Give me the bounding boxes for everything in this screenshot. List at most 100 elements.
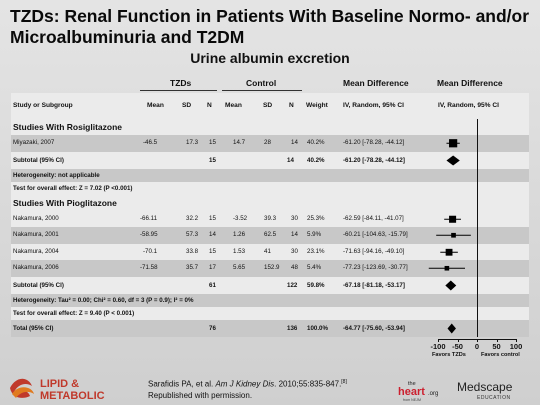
ctrl-sd: 28 [264,139,271,146]
group-header-tzds: TZDs [170,78,192,88]
subtotal-tzd-n: 76 [209,324,216,332]
heterogeneity-row-0: Heterogeneity: not applicable [11,168,529,182]
group-header-mean-diff: Mean Difference [343,78,409,88]
theheart-logo: the heart .org from NEJM [398,381,438,402]
ci-diamond [445,280,457,290]
subtotal-weight: 40.2% [307,156,325,164]
study-name: Miyazaki, 2007 [13,139,55,146]
tzd-n: 15 [209,214,216,222]
subtotal-ctrl-n: 14 [287,156,294,164]
column-header-row: Study or Subgroup Mean SD N Mean SD N Weight IV,… [11,93,529,119]
x-axis-tick [438,338,439,342]
ctrl-mean: -3.52 [233,214,248,222]
section-label: Studies With Rosiglitazone [13,122,123,132]
tzd-mean: -70.1 [143,247,158,255]
group-header-control: Control [246,78,277,88]
column-header-4: Mean [225,102,242,109]
tzd-mean: -58.95 [140,231,158,238]
plot-marks [445,280,457,290]
heterogeneity-row-1: Heterogeneity: Tau² = 0.00; Chi² = 0.60,… [11,293,529,307]
subtotal-ci: -67.18 [-81.18, -53.17] [343,281,405,289]
lipid-metabolic-logo: LIPID & METABOLIC [10,378,105,402]
study-name: Nakamura, 2006 [13,264,59,271]
ci: -71.63 [-94.16, -49.10] [343,247,405,255]
x-axis-tick-label: 0 [474,341,480,351]
column-header-7: Weight [306,102,328,109]
slide-subtitle: Urine albumin excretion [190,50,350,66]
column-header-5: SD [263,102,273,109]
heart-sub-text: from NEJM [403,398,421,402]
plot-marks [446,155,460,165]
slide-title: TZDs: Renal Function in Patients With Ba… [10,6,530,47]
study-name: Nakamura, 2000 [13,214,59,222]
subtotal-ci: -64.77 [-75.60, -53.94] [343,324,405,332]
subtotal-row-1: Subtotal (95% CI) 61 122 59.8% -67.18 [-81.1… [11,276,529,294]
ci-diamond [446,155,460,165]
heart-org-text: .org [428,391,438,397]
weight: 40.2% [307,139,325,146]
citation-permission: Republished with permission. [148,390,253,400]
plot-marks [446,139,460,148]
section-header-0: Studies With Rosiglitazone [11,119,529,135]
logo-lipid-text: LIPID & [40,378,79,390]
column-header-8: IV, Random, 95% CI [343,102,404,109]
subtotal-label: Total (95% CI) [13,324,54,332]
point-estimate-square [445,248,453,256]
study-row: Nakamura, 2004 -70.1 33.8 15 1.53 41 30 23.1% -7… [11,243,529,260]
medscape-sub-text: EDUCATION [477,395,511,401]
x-axis-tick [496,338,498,342]
medscape-logo: Medscape EDUCATION [457,380,513,401]
tzd-mean: -66.11 [140,214,158,222]
point-estimate-square [449,139,458,148]
subtotal-weight: 100.0% [307,324,328,332]
citation-prefix: Sarafidis PA, et al. [148,379,216,389]
ctrl-n: 14 [291,139,298,146]
tzd-sd: 35.7 [186,264,199,271]
citation-ref: [8] [341,379,347,385]
plot-marks [440,248,458,256]
ctrl-n: 14 [291,231,298,238]
null-effect-line [477,119,478,337]
tzd-sd: 57.3 [186,231,199,238]
ctrl-sd: 41 [264,247,271,255]
section-label: Studies With Pioglitazone [13,197,117,208]
ctrl-sd: 152.9 [264,264,280,271]
tzd-sd: 32.2 [186,214,199,222]
forest-table: Study or Subgroup Mean SD N Mean SD N Weight IV,… [11,93,529,360]
favors-control-label: Favors control [481,351,520,358]
column-header-6: N [289,102,294,109]
heart-main-text: heart [398,386,425,398]
plot-marks [444,215,461,223]
ctrl-mean: 1.26 [233,231,246,238]
column-header-9: IV, Random, 95% CI [438,102,499,109]
subtotal-weight: 59.8% [307,281,325,289]
weight: 23.1% [307,247,325,255]
subtotal-ci: -61.20 [-78.28, -44.12] [343,156,405,164]
ctrl-mean: 14.7 [233,139,246,146]
ci: -60.21 [-104.63, -15.79] [343,231,408,238]
tzd-n: 14 [209,231,216,238]
plot-marks [428,265,465,271]
study-row: Miyazaki, 2007 -46.5 17.3 15 14.7 28 14 40.2% -6… [11,135,529,152]
x-axis-tick [457,338,459,342]
tzd-n: 15 [209,247,216,255]
x-axis-tick-label: -50 [452,341,463,351]
subtotal-tzd-n: 15 [209,156,216,164]
study-row: Nakamura, 2001 -58.95 57.3 14 1.26 62.5 14 5.9%… [11,227,529,244]
column-header-2: SD [182,102,192,109]
group-line-control [222,90,302,91]
subtotal-label: Subtotal (95% CI) [13,281,64,289]
overall-effect-row-0: Test for overall effect: Z = 7.02 (P <0.… [11,181,529,195]
study-row: Nakamura, 2000 -66.11 32.2 15 -3.52 39.3 30 25.… [11,210,529,227]
weight: 25.3% [307,214,325,222]
column-header-1: Mean [147,102,164,109]
plot-marks [436,232,471,238]
weight: 5.4% [307,264,322,271]
note-text: Test for overall effect: Z = 9.40 (P < 0… [13,309,135,317]
subtotal-tzd-n: 61 [209,281,216,289]
note-text: Test for overall effect: Z = 7.02 (P <0.… [13,184,133,192]
point-estimate-square [449,215,457,223]
medscape-text: Medscape [457,380,513,394]
tzd-n: 15 [209,139,216,146]
